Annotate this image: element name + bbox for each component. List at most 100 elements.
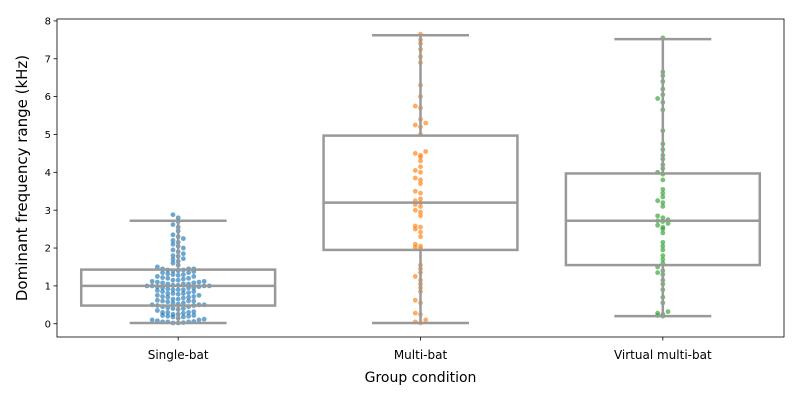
data-point [418,224,423,230]
data-point [418,196,423,202]
data-point [170,272,176,277]
data-point [154,308,160,313]
data-point [175,277,181,283]
data-point [191,313,197,318]
data-point [655,213,661,219]
data-point [191,298,197,304]
data-point [180,291,186,296]
data-point [412,150,418,156]
data-point [170,222,176,227]
data-point [154,292,160,298]
data-point [170,306,176,312]
data-point [180,251,186,257]
data-point [660,215,666,221]
data-point [418,229,423,235]
y-tick-label: 8 [45,16,51,27]
data-point [660,247,666,253]
box-2 [322,34,519,325]
data-point [170,241,176,247]
data-point [196,292,202,298]
data-point [418,190,423,196]
data-point [160,270,165,276]
box-3 [564,37,762,318]
data-point [186,294,191,300]
x-axis: Single-bat Multi-bat Virtual multi-bat [148,337,712,362]
data-point [170,277,176,283]
data-point [170,253,176,259]
data-point [412,168,418,173]
data-point [660,177,666,183]
data-point [655,96,661,101]
data-point [660,203,666,209]
data-point [180,314,186,320]
data-point [180,310,186,316]
data-point [418,203,423,209]
data-point [170,291,176,296]
data-point [175,287,181,293]
y-tick-label: 5 [45,130,51,141]
data-point [423,317,429,323]
data-point [412,207,418,213]
data-point [418,234,423,240]
data-point [180,295,186,301]
data-point [196,279,202,285]
data-point [191,309,197,315]
data-point [175,291,181,297]
data-point [660,200,666,206]
data-point [170,300,176,306]
data-point [412,188,418,194]
data-point [660,253,666,259]
data-point [175,272,181,278]
data-point [418,213,423,219]
data-point [180,287,186,293]
data-point [660,190,666,196]
y-tick-label: 2 [45,244,51,255]
data-point [191,280,197,286]
plot-area [56,18,785,338]
y-tick-label: 0 [45,319,51,330]
data-point [412,297,418,303]
data-point [165,291,171,296]
data-point [154,264,160,270]
data-point [412,175,418,181]
y-tick-label: 4 [45,168,51,179]
data-point [160,280,165,286]
data-point [160,275,165,280]
x-tick-label: Single-bat [148,348,209,362]
data-point [186,275,191,281]
data-point [165,286,171,292]
data-point [660,226,666,232]
data-point [186,270,191,276]
data-point [186,313,191,319]
data-point [412,226,418,232]
data-point [655,270,661,276]
data-point [180,272,186,277]
x-tick-label: Multi-bat [394,348,448,362]
data-point [154,274,160,279]
data-point [175,296,181,302]
data-point [165,275,171,281]
data-point [154,279,160,285]
data-point [660,256,666,262]
data-point [170,247,176,253]
y-tick-label: 7 [45,54,51,65]
data-point [180,245,186,251]
data-point [191,294,197,299]
y-tick-label: 3 [45,206,51,217]
data-point [660,186,666,192]
data-point [201,278,207,284]
data-point [165,299,171,305]
data-point [660,243,666,249]
y-tick-label: 1 [45,281,51,292]
data-point [418,169,423,175]
data-point [154,297,160,303]
data-point [191,289,197,294]
y-axis: 0 1 2 3 4 5 6 7 8 [45,16,57,330]
data-point [655,222,661,228]
data-point [201,316,207,322]
data-point [418,164,423,170]
y-tick-label: 6 [45,92,51,103]
data-point [412,274,418,279]
data-point [170,238,176,243]
